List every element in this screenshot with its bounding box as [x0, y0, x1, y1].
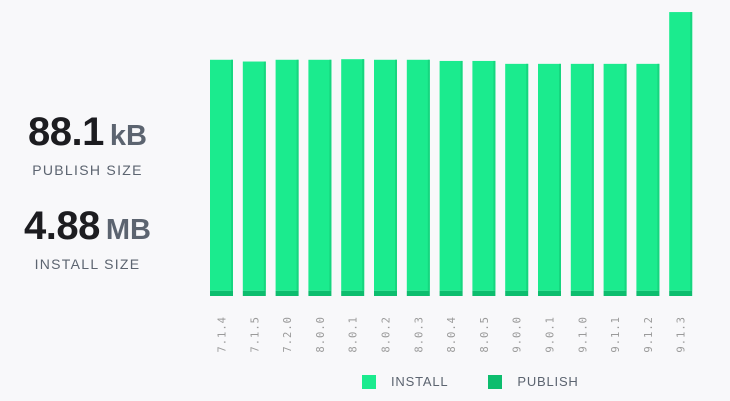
bar-group[interactable] — [341, 59, 365, 296]
bar-group[interactable] — [275, 59, 299, 296]
install-bar[interactable] — [275, 59, 299, 291]
legend-item-publish[interactable]: PUBLISH — [488, 374, 578, 389]
install-bar[interactable] — [505, 63, 529, 291]
install-bar[interactable] — [570, 63, 594, 291]
install-bar-edge — [427, 59, 430, 291]
install-bar[interactable] — [242, 61, 266, 291]
publish-bar[interactable] — [505, 290, 529, 296]
x-tick-label: 7.2.0 — [282, 316, 294, 353]
x-tick-label: 8.0.2 — [381, 316, 393, 353]
publish-bar[interactable] — [439, 290, 463, 296]
install-size-label: INSTALL SIZE — [34, 256, 141, 272]
publish-bar[interactable] — [570, 290, 594, 296]
bar-group[interactable] — [242, 61, 266, 296]
legend-install-label: INSTALL — [391, 374, 449, 389]
install-bar[interactable] — [439, 60, 463, 291]
bar-group[interactable] — [210, 59, 233, 296]
install-bar-edge — [362, 59, 365, 291]
bar-group[interactable] — [636, 63, 660, 296]
chart-legend: INSTALL PUBLISH — [362, 374, 619, 389]
x-tick-label: 9.0.1 — [545, 316, 557, 353]
publish-bar[interactable] — [538, 290, 561, 296]
x-tick-label: 9.0.0 — [512, 316, 524, 353]
publish-bar[interactable] — [636, 290, 660, 296]
x-tick-label: 9.1.1 — [610, 316, 622, 353]
install-bar[interactable] — [636, 63, 660, 291]
publish-bar[interactable] — [472, 290, 496, 296]
install-bar[interactable] — [210, 59, 233, 291]
install-bar-edge — [395, 59, 397, 291]
legend-publish-label: PUBLISH — [517, 374, 579, 389]
bar-group[interactable] — [406, 59, 430, 296]
install-bar[interactable] — [669, 12, 693, 291]
install-bar-edge — [657, 63, 660, 291]
install-swatch — [362, 374, 376, 389]
bar-group[interactable] — [374, 59, 397, 296]
publish-bar[interactable] — [669, 290, 693, 296]
install-bar[interactable] — [406, 59, 430, 291]
x-tick-label: 8.0.4 — [446, 316, 458, 353]
install-bar-edge — [690, 12, 693, 291]
install-bar-edge — [296, 59, 299, 291]
install-bar-edge — [526, 63, 529, 291]
x-tick-label: 9.1.2 — [643, 316, 655, 353]
install-bar-edge — [329, 59, 332, 291]
publish-bar[interactable] — [242, 290, 266, 296]
install-bar[interactable] — [341, 59, 365, 291]
install-bar[interactable] — [538, 63, 561, 291]
x-tick-label: 8.0.3 — [413, 316, 425, 353]
install-bar-edge — [231, 59, 233, 291]
bar-group[interactable] — [538, 63, 561, 296]
install-size-stat: 4.88 MB INSTALL SIZE — [0, 206, 175, 272]
bar-group[interactable] — [669, 12, 693, 296]
install-bar-edge — [591, 63, 594, 291]
x-tick-label: 9.1.0 — [577, 316, 589, 353]
bar-group[interactable] — [505, 63, 529, 296]
publish-bar[interactable] — [210, 290, 233, 296]
install-bar[interactable] — [308, 59, 332, 291]
publish-bar[interactable] — [603, 290, 627, 296]
install-size-unit: MB — [105, 214, 151, 246]
install-bar-edge — [263, 61, 266, 291]
bar-group[interactable] — [570, 63, 594, 296]
publish-bar[interactable] — [308, 290, 332, 296]
install-bar[interactable] — [603, 63, 627, 291]
publish-size-stat: 88.1 kB PUBLISH SIZE — [0, 112, 175, 178]
install-bar[interactable] — [374, 59, 397, 291]
publish-size-value: 88.1 — [28, 110, 104, 154]
x-tick-label: 8.0.1 — [348, 316, 360, 353]
publish-bar[interactable] — [374, 290, 397, 296]
x-tick-label: 9.1.3 — [676, 316, 688, 353]
bar-group[interactable] — [603, 63, 627, 296]
publish-bar[interactable] — [275, 290, 299, 296]
x-tick-label: 8.0.5 — [479, 316, 491, 353]
install-bar-edge — [559, 63, 561, 291]
install-size-value: 4.88 — [24, 204, 100, 248]
publish-swatch — [488, 374, 503, 389]
install-bar-edge — [460, 60, 463, 291]
bar-group[interactable] — [439, 60, 463, 296]
install-bar[interactable] — [472, 60, 496, 291]
publish-size-unit: kB — [109, 120, 147, 152]
bar-group[interactable] — [472, 60, 496, 296]
x-tick-label: 7.1.5 — [249, 316, 261, 353]
publish-size-label: PUBLISH SIZE — [32, 162, 143, 178]
legend-item-install[interactable]: INSTALL — [362, 374, 448, 389]
install-bar-edge — [624, 63, 627, 291]
publish-bar[interactable] — [406, 290, 430, 296]
install-bar-edge — [493, 60, 496, 291]
bar-group[interactable] — [308, 59, 332, 296]
x-tick-label: 8.0.0 — [315, 316, 327, 353]
publish-bar[interactable] — [341, 290, 365, 296]
x-tick-label: 7.1.4 — [217, 316, 229, 353]
